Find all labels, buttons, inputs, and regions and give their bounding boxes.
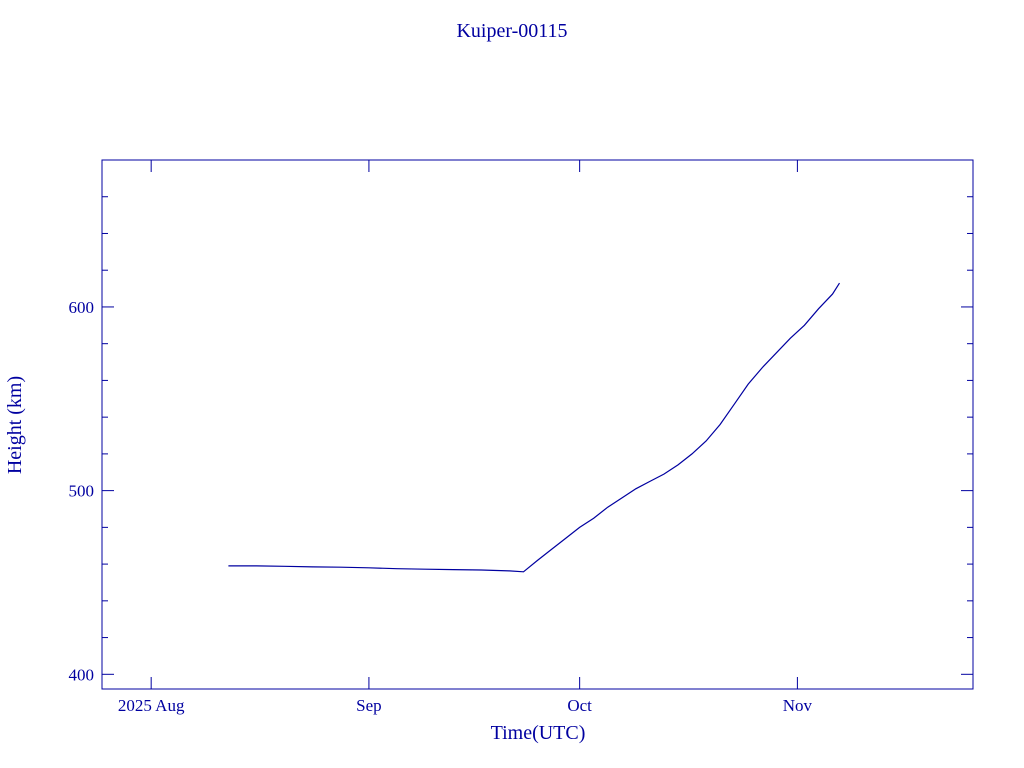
x-axis-label: Time(UTC) <box>491 722 586 744</box>
y-tick-label: 600 <box>69 298 95 317</box>
x-tick-label: Nov <box>783 696 813 715</box>
y-tick-label: 500 <box>69 482 95 501</box>
y-axis-label: Height (km) <box>4 376 26 474</box>
plot-frame <box>101 159 974 690</box>
y-tick-label: 400 <box>69 665 95 684</box>
chart-title: Kuiper-00115 <box>456 20 567 42</box>
x-tick-label: 2025 Aug <box>118 696 185 715</box>
x-tick-label: Sep <box>356 696 382 715</box>
data-line <box>228 282 841 573</box>
x-tick-label: Oct <box>567 696 592 715</box>
